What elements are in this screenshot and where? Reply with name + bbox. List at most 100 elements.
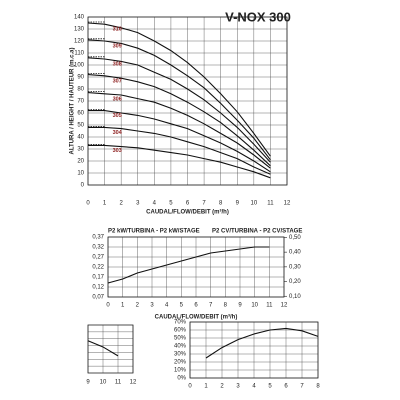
curve: [87, 57, 271, 163]
x-tick-label: 3: [150, 303, 154, 309]
y-tick-label: 110: [74, 51, 84, 57]
x-tick-label: 8: [316, 384, 320, 390]
x-tick-label: 11: [267, 201, 274, 207]
y-tick-label: 0%: [177, 376, 186, 382]
x-tick-label: 3: [236, 384, 240, 390]
y-tick-label: 40%: [174, 344, 187, 350]
y-tick-label: 0,37: [92, 235, 104, 241]
y-tick-label: 30: [77, 147, 84, 153]
curve: [205, 327, 319, 359]
curve: [87, 39, 271, 161]
y2-tick-label: 0,40: [289, 250, 301, 256]
x-tick-label: 10: [100, 380, 107, 386]
x-axis-label: CAUDAL/FLOW/DEBIT (m³/h): [155, 314, 238, 321]
chart-title: V-NOX 300: [225, 9, 291, 24]
x-tick-label: 6: [194, 303, 198, 309]
y2-tick-label: 0,50: [289, 235, 301, 241]
y2-tick-label: 0,30: [289, 264, 301, 270]
x-tick-label: 12: [284, 201, 291, 207]
y-tick-label: 20: [77, 159, 84, 165]
x-tick-label: 11: [266, 303, 273, 309]
x-tick-label: 9: [238, 303, 242, 309]
x-tick-label: 5: [169, 201, 173, 207]
y-tick-label: 40: [77, 135, 84, 141]
y-axis-label: P2 kW/TURBINA - P2 kW/STAGE: [108, 229, 200, 235]
x-tick-label: 6: [284, 384, 288, 390]
x-tick-label: 7: [202, 201, 206, 207]
x-tick-label: 3: [136, 201, 140, 207]
y-axis-label: ALTURA / HEIGHT / HAUTEUR (m.c.a): [70, 47, 76, 154]
x-axis-label: CAUDAL/FLOW/DEBIT (m³/h): [146, 209, 229, 216]
x-tick-label: 0: [86, 201, 90, 207]
y2-tick-label: 0,20: [289, 279, 301, 285]
y-tick-label: 0,07: [92, 295, 104, 301]
y-tick-label: 10: [77, 171, 84, 177]
x-tick-label: 12: [281, 303, 288, 309]
x-tick-label: 9: [86, 380, 90, 386]
x-tick-label: 9: [236, 201, 240, 207]
y-tick-label: 10%: [174, 368, 187, 374]
x-tick-label: 0: [188, 384, 192, 390]
series-label: 308: [113, 61, 122, 67]
series-label: 307: [113, 78, 122, 84]
x-tick-label: 10: [250, 201, 257, 207]
x-tick-label: 12: [130, 380, 137, 386]
x-tick-label: 1: [204, 384, 208, 390]
y-tick-label: 130: [74, 27, 85, 33]
series-label: 310: [113, 27, 122, 33]
x-tick-label: 2: [119, 201, 123, 207]
curve: [88, 110, 271, 173]
plot-frame: [87, 324, 134, 374]
x-tick-label: 5: [180, 303, 184, 309]
plot-frame: [87, 16, 288, 186]
y-tick-label: 70%: [174, 320, 187, 326]
x-tick-label: 5: [268, 384, 272, 390]
series-label: 305: [113, 113, 122, 119]
curve: [88, 126, 271, 175]
y2-axis-label: P2 CV/TURBINA - P2 CV/STAGE: [212, 229, 302, 235]
x-tick-label: 10: [251, 303, 258, 309]
curve: [87, 92, 271, 169]
y-tick-label: 30%: [174, 352, 187, 358]
x-tick-label: 8: [224, 303, 228, 309]
y-tick-label: 50%: [174, 336, 187, 342]
y-tick-label: 0,32: [92, 245, 104, 251]
curve: [88, 144, 271, 179]
x-tick-label: 1: [103, 201, 107, 207]
curve: [87, 340, 119, 357]
y-tick-label: 0,12: [92, 285, 104, 291]
curve: [87, 22, 271, 157]
curve: [107, 246, 270, 284]
y-tick-label: 0,17: [92, 275, 104, 281]
x-tick-label: 4: [153, 201, 157, 207]
x-tick-label: 11: [115, 380, 122, 386]
y2-tick-label: 0,10: [289, 294, 301, 300]
x-tick-label: 1: [121, 303, 125, 309]
x-tick-label: 2: [136, 303, 140, 309]
y-tick-label: 100: [74, 63, 85, 69]
series-label: 309: [113, 43, 122, 49]
series-label: 304: [113, 130, 123, 136]
y-tick-label: 80: [77, 87, 84, 93]
x-tick-label: 7: [209, 303, 213, 309]
series-label: 303: [113, 148, 122, 154]
curve: [87, 74, 271, 167]
x-tick-label: 8: [219, 201, 223, 207]
y-tick-label: 20%: [174, 360, 187, 366]
y-tick-label: 0: [81, 183, 85, 189]
x-tick-label: 2: [220, 384, 224, 390]
y-tick-label: 60: [77, 111, 84, 117]
y-tick-label: 140: [74, 15, 85, 21]
plot-frame: [189, 321, 319, 379]
y-tick-label: 120: [74, 39, 85, 45]
y-tick-label: 90: [77, 75, 84, 81]
plot-frame: [107, 236, 285, 298]
x-tick-label: 4: [165, 303, 169, 309]
y-tick-label: 50: [77, 123, 84, 129]
y-tick-label: 70: [77, 99, 84, 105]
x-tick-label: 6: [186, 201, 190, 207]
y-tick-label: 60%: [174, 328, 187, 334]
x-tick-label: 4: [252, 384, 256, 390]
